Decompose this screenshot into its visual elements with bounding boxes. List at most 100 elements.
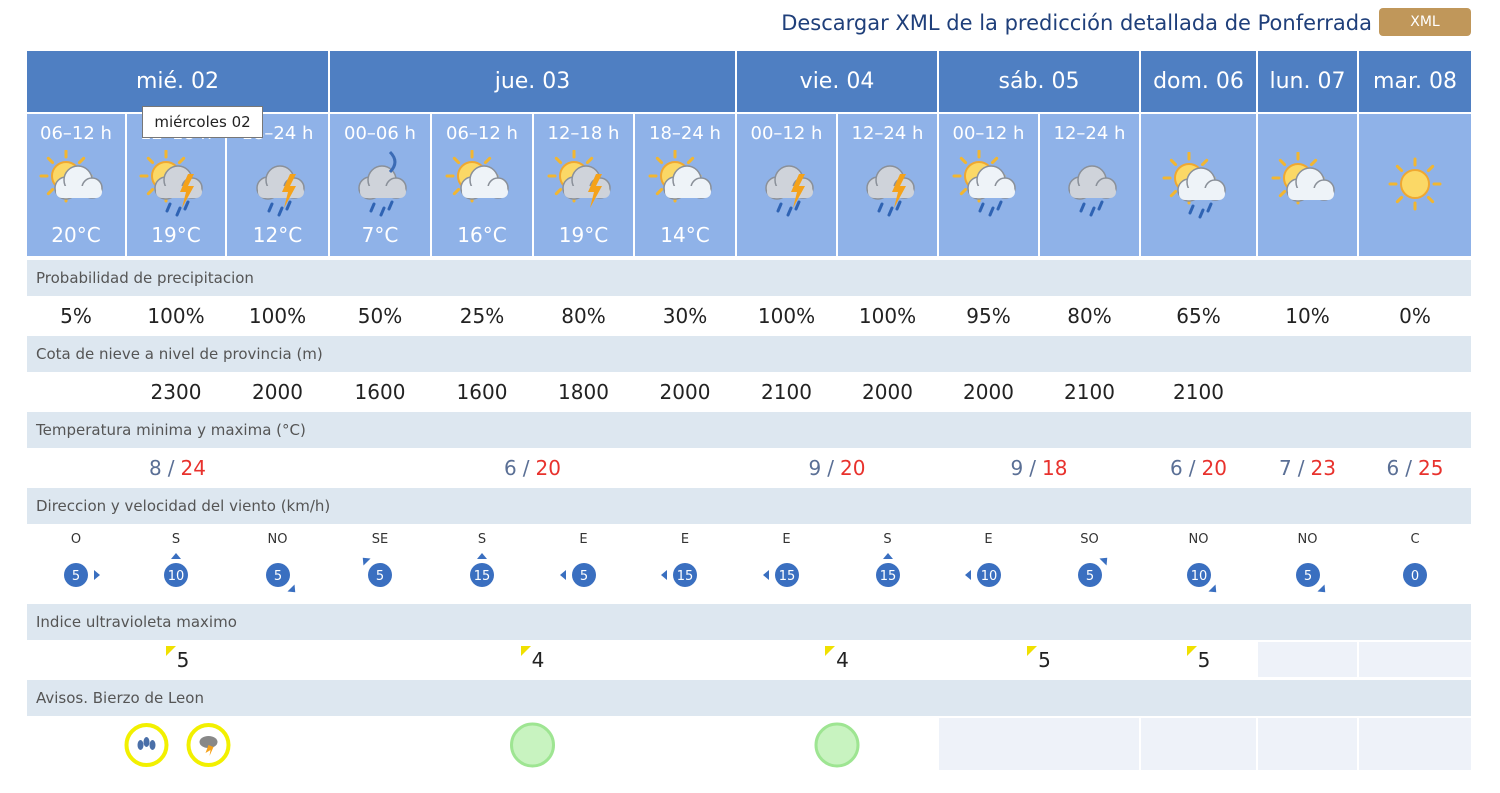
lightning — [180, 174, 194, 208]
temp-min: 6 — [504, 455, 517, 480]
period-temp: 16°C — [457, 223, 507, 247]
rain-drop — [996, 200, 1002, 211]
warning-drop — [137, 740, 144, 750]
wind-circle — [64, 563, 88, 587]
wind-arrow — [1316, 584, 1325, 593]
temp-separator: / — [1405, 455, 1413, 480]
lightning — [587, 174, 602, 208]
sun-ray — [1426, 195, 1435, 204]
uv-value: 5 — [176, 647, 190, 672]
cloud-base — [1178, 188, 1225, 200]
uv-cell: 5 — [939, 642, 1139, 677]
rain-drop — [887, 206, 893, 217]
precip-value: 10% — [1285, 303, 1330, 328]
warning-empty — [1258, 718, 1357, 770]
xml-button[interactable]: XML — [1379, 8, 1471, 36]
rain-drop — [1097, 200, 1103, 211]
snow-value: 2000 — [963, 379, 1014, 404]
temp-max: 20 — [535, 455, 561, 480]
wind-arrow — [171, 553, 181, 559]
wind-circle — [571, 563, 596, 587]
weather-icon — [255, 165, 305, 217]
period-time: 18–24 h — [649, 122, 721, 144]
rain-drop — [877, 202, 883, 213]
wind-circle — [673, 563, 697, 587]
cloud-base — [56, 186, 102, 198]
wind-arrow — [559, 570, 566, 580]
cloud — [54, 165, 103, 200]
weather-icon — [1067, 165, 1117, 217]
download-link[interactable]: Descargar XML de la predicción detallada… — [781, 11, 1372, 35]
sun-ray — [452, 187, 461, 196]
warning-circle — [814, 722, 860, 768]
wind-direction: NO — [1188, 531, 1209, 547]
sun-ray — [77, 156, 86, 165]
warning-drop — [149, 740, 156, 750]
wind-arrow — [1098, 557, 1107, 566]
temp-range: 6/20 — [1141, 450, 1256, 485]
period-time: 00–12 h — [952, 122, 1025, 144]
cloud-base — [563, 186, 610, 198]
sun-ray — [1278, 189, 1286, 198]
weather-icon — [952, 150, 1016, 217]
wind-direction: E — [579, 531, 588, 547]
weather-icon — [358, 150, 407, 217]
wind-circle — [1077, 563, 1102, 587]
day-header: jue. 03 — [330, 51, 735, 112]
day-header: lun. 07 — [1258, 51, 1357, 112]
precip-value: 50% — [357, 303, 403, 328]
wind-direction: C — [1410, 531, 1420, 547]
precip-value: 0% — [1399, 303, 1431, 328]
weather-icon — [445, 150, 509, 203]
temp-range: 6/25 — [1359, 450, 1471, 485]
period-temp: 12°C — [252, 223, 303, 247]
wind-marker: 5 — [1295, 563, 1325, 593]
temp-max: 23 — [1310, 455, 1336, 480]
period-time: 12–24 h — [851, 122, 924, 144]
snow-value: 2100 — [761, 379, 812, 404]
precip-value: 25% — [459, 303, 505, 328]
uv-empty — [1258, 642, 1357, 677]
rain-drop — [1206, 202, 1212, 213]
sun-ray — [46, 156, 55, 165]
wind-direction: S — [883, 531, 892, 547]
day-header: dom. 06 — [1141, 51, 1256, 112]
wind-circle — [470, 563, 494, 587]
cloud-base — [1069, 186, 1116, 198]
day-header: sáb. 05 — [939, 51, 1139, 112]
day-header: vie. 04 — [737, 51, 937, 112]
temp-max: 24 — [180, 455, 206, 480]
wind-arrow — [94, 570, 100, 580]
period-temp: 20°C — [51, 223, 101, 247]
wind-speed: 15 — [474, 569, 491, 584]
wind-arrow — [286, 584, 295, 593]
snow-empty — [27, 374, 125, 409]
warning-cloud — [199, 736, 218, 748]
cloud — [1176, 167, 1226, 202]
precip-value: 100% — [858, 303, 917, 328]
wind-circle — [1295, 563, 1320, 587]
period-time: 00–06 h — [344, 122, 416, 144]
wind-direction: E — [680, 531, 690, 547]
wind-speed: 5 — [1085, 569, 1093, 584]
wind-arrow — [1207, 584, 1216, 593]
uv-cell: 4 — [737, 642, 937, 677]
uv-flag — [1027, 645, 1038, 656]
snow-value: 2000 — [252, 379, 303, 404]
lightning — [281, 174, 296, 208]
warning-bolt — [205, 745, 214, 756]
cloud-base — [156, 186, 202, 198]
moon — [388, 150, 397, 174]
wind-marker: 0 — [1403, 563, 1427, 587]
wind-circle — [976, 563, 1001, 587]
cloud — [1285, 167, 1335, 202]
sun-ray — [990, 156, 998, 165]
uv-value: 5 — [1038, 647, 1051, 672]
temp-separator: / — [827, 455, 835, 480]
cloud — [663, 165, 712, 200]
warning-empty — [939, 718, 1139, 770]
wind-arrow — [362, 557, 371, 566]
period-temp: 19°C — [151, 223, 201, 247]
wind-speed: 10 — [168, 569, 185, 584]
sun — [1400, 169, 1430, 199]
